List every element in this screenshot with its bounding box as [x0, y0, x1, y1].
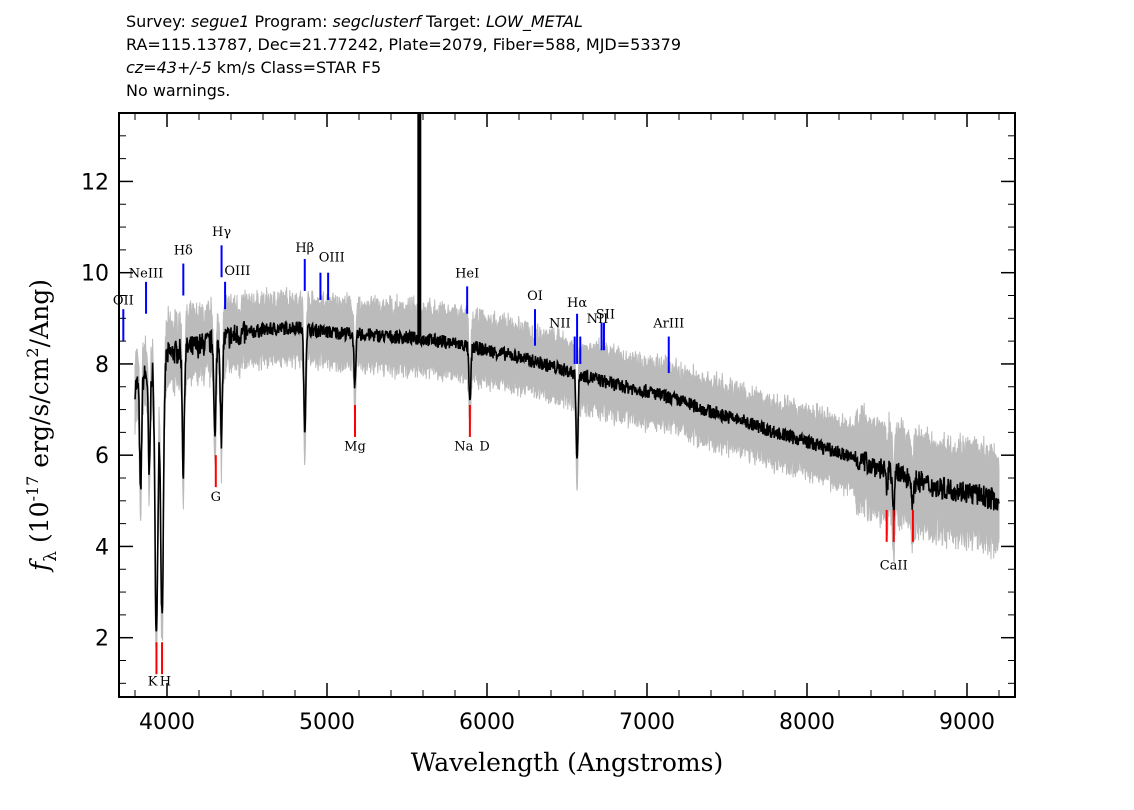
y-tick-label: 10 — [81, 262, 109, 287]
emission-line-label: NII — [549, 316, 571, 331]
header-line-warnings: No warnings. — [126, 81, 231, 100]
emission-line-label: OIII — [224, 264, 250, 279]
cz-value: cz=43+/-5 — [126, 58, 212, 77]
x-tick-label: 5000 — [299, 710, 355, 735]
program-value: segclusterf — [332, 12, 421, 31]
flux-line — [134, 320, 1000, 632]
x-axis-label: Wavelength (Angstroms) — [411, 748, 723, 777]
emission-line-label: NeIII — [129, 266, 163, 281]
absorption-line-label: D — [479, 440, 489, 455]
error-band — [134, 287, 1000, 659]
y-axis-label: fλ (10-17 erg/s/cm2/Ang) — [23, 279, 61, 573]
y-tick-label: 6 — [95, 444, 109, 469]
class-value: km/s Class=STAR F5 — [211, 58, 382, 77]
error-band-area — [134, 287, 1000, 659]
header-line-redshift: cz=43+/-5 km/s Class=STAR F5 — [126, 56, 681, 79]
flux-series — [134, 113, 1000, 632]
absorption-line-label: Mg — [344, 440, 366, 455]
x-tick-label: 8000 — [779, 710, 835, 735]
emission-line-label: NII — [587, 312, 609, 327]
target-label: Target: — [420, 12, 486, 31]
header-line-coordinates: RA=115.13787, Dec=21.77242, Plate=2079, … — [126, 35, 682, 54]
absorption-line-label: Na — [454, 440, 473, 455]
target-value: LOW_METAL — [486, 12, 583, 31]
program-label: Program: — [249, 12, 333, 31]
survey-label: Survey: — [126, 12, 191, 31]
emission-line-label: OI — [527, 289, 543, 304]
emission-line-label: OIII — [319, 250, 345, 265]
x-tick-label: 6000 — [459, 710, 515, 735]
y-tick-label: 2 — [95, 627, 109, 652]
absorption-line-label: H — [160, 675, 171, 690]
x-tick-label: 9000 — [939, 710, 995, 735]
emission-line-label: Hδ — [174, 243, 193, 258]
absorption-line-label: G — [211, 490, 221, 505]
survey-value: segue1 — [190, 12, 250, 31]
emission-line-label: ArIII — [652, 316, 684, 331]
spectrum-header: Survey: segue1 Program: segclusterf Targ… — [126, 10, 681, 102]
absorption-line-label: CaII — [880, 558, 908, 573]
emission-line-label: Hγ — [212, 225, 231, 240]
emission-line-label: HeI — [455, 266, 479, 281]
header-line-survey: Survey: segue1 Program: segclusterf Targ… — [126, 10, 681, 33]
plot-frame — [118, 112, 1016, 698]
emission-line-label: Hβ — [295, 241, 314, 256]
emission-line-label: SII — [596, 307, 615, 322]
y-tick-label: 12 — [81, 170, 109, 195]
x-tick-label: 4000 — [139, 710, 195, 735]
spectral-line-markers: OIINeIIIHδHγOIIIHβOIIIHeIOINIIHαNIISIIAr… — [113, 225, 914, 690]
y-tick-label: 8 — [95, 353, 109, 378]
x-tick-label: 7000 — [619, 710, 675, 735]
absorption-line-label: K — [148, 675, 158, 690]
y-tick-label: 4 — [95, 535, 109, 560]
axis-ticks: 4000 5000 6000 7000 8000 9000 2 4 6 8 10 12 — [81, 113, 1015, 735]
emission-line-label: Hα — [567, 296, 587, 311]
